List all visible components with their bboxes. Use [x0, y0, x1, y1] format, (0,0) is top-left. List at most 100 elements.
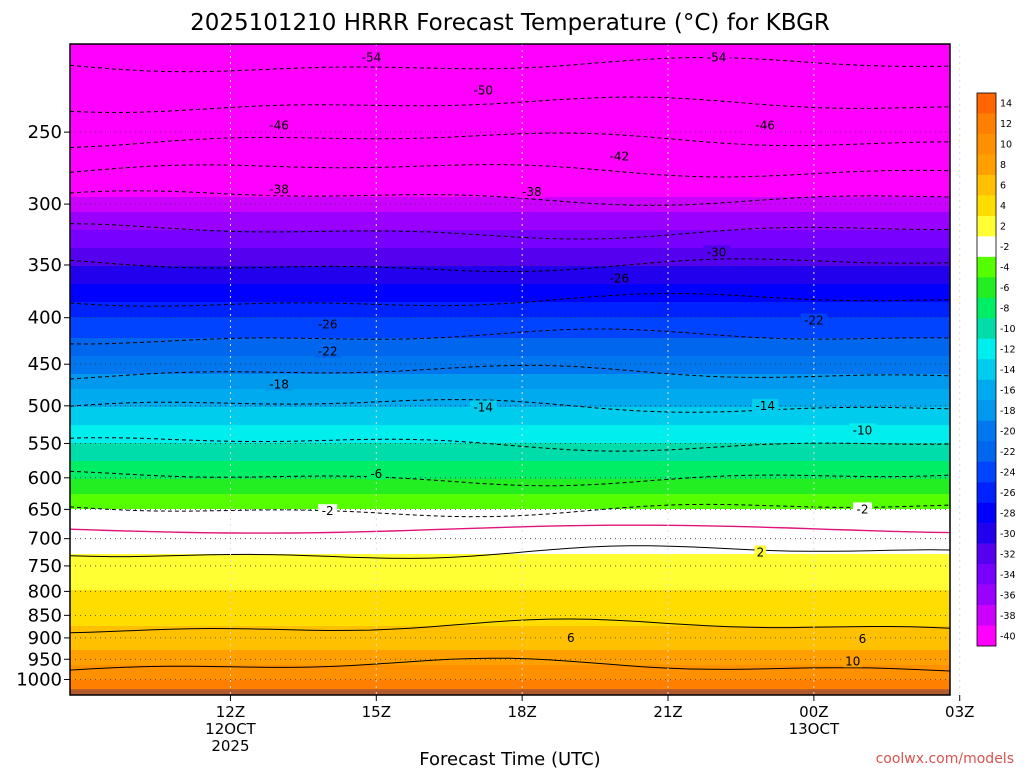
contour-label: -6	[370, 467, 382, 481]
contour-label-bg	[751, 398, 779, 412]
contour-label: -38	[522, 185, 542, 199]
temperature-band	[70, 251, 950, 255]
temperature-band	[70, 425, 950, 429]
y-tick-label: 750	[28, 556, 62, 577]
colorbar-swatch	[977, 441, 996, 462]
colorbar-label: -28	[1000, 508, 1016, 519]
temperature-band	[70, 317, 950, 321]
colorbar-swatch	[977, 277, 996, 299]
y-tick-label: 300	[28, 194, 62, 215]
temperature-band	[70, 530, 950, 534]
temperature-band	[70, 215, 950, 219]
temperature-band	[70, 515, 950, 519]
temperature-band	[70, 266, 950, 270]
colorbar-swatch	[977, 318, 996, 340]
temperature-band	[70, 434, 950, 438]
temperature-band	[70, 74, 950, 78]
colorbar-swatch	[977, 625, 996, 647]
temperature-band	[70, 617, 950, 621]
temperature-band	[70, 356, 950, 360]
temperature-band	[70, 92, 950, 96]
x-tick-label: 15Z	[362, 703, 391, 721]
temperature-band	[70, 182, 950, 186]
y-tick-label: 1000	[16, 670, 62, 691]
temperature-band	[70, 77, 950, 81]
temperature-band	[70, 47, 950, 51]
temperature-band	[70, 416, 950, 420]
colorbar-swatch	[977, 379, 996, 401]
contour-label: -10	[853, 423, 873, 437]
colorbar-label: 4	[1000, 201, 1006, 212]
temperature-band	[70, 176, 950, 180]
temperature-band	[70, 44, 950, 48]
temperature-band	[70, 233, 950, 237]
temperature-band	[70, 272, 950, 276]
contour-label-bg	[358, 50, 385, 64]
colorbar-swatch	[977, 523, 996, 544]
temperature-band	[70, 641, 950, 645]
contour-label: -26	[318, 318, 338, 332]
contour-label-bg	[754, 545, 767, 559]
y-tick-label: 600	[28, 468, 62, 489]
colorbar-label: -32	[1000, 549, 1016, 560]
colorbar-swatch	[977, 113, 996, 135]
temperature-band	[70, 497, 950, 501]
temperature-band	[70, 158, 950, 162]
temperature-band	[70, 128, 950, 132]
temperature-band	[70, 620, 950, 624]
temperature-band	[70, 155, 950, 159]
temperature-band	[70, 659, 950, 663]
x-tick-label: 21Z	[653, 703, 682, 721]
temperature-band	[70, 104, 950, 108]
x-tick-label: 12OCT	[205, 720, 256, 738]
temperature-band	[70, 179, 950, 183]
temperature-band	[70, 386, 950, 390]
colorbar-label: -16	[1000, 385, 1016, 396]
colorbar-label: 12	[1000, 119, 1012, 130]
colorbar-label: -6	[1000, 283, 1009, 294]
temperature-band	[70, 212, 950, 216]
colorbar-swatch	[977, 400, 996, 422]
colorbar-label: 2	[1000, 222, 1006, 233]
temperature-band	[70, 473, 950, 477]
temperature-band	[70, 587, 950, 591]
contour-label: -30	[707, 245, 727, 259]
colorbar-swatch	[977, 215, 996, 237]
temperature-band	[70, 86, 950, 90]
y-tick-label: 250	[28, 122, 62, 143]
temperature-band	[70, 683, 950, 687]
contour-label-bg	[703, 245, 730, 259]
x-tick-label: 00Z	[799, 703, 828, 721]
colorbar: 14 12 10 8 6 4 2 -2 -4 -6 -8 -10 -12 -14 -16 -18 -20 -22 -…	[976, 92, 1016, 647]
contour-label: -54	[707, 51, 727, 65]
temperature-band	[70, 461, 950, 465]
y-tick-label: 450	[28, 354, 62, 375]
temperature-band	[70, 509, 950, 513]
colorbar-label: -24	[1000, 467, 1016, 478]
temperature-band	[70, 422, 950, 426]
temperature-band	[70, 149, 950, 153]
temperature-band	[70, 110, 950, 114]
temperature-band	[70, 566, 950, 570]
temperature-band	[70, 533, 950, 537]
plot-frame	[69, 43, 951, 696]
temperature-band	[70, 536, 950, 540]
contour-label-bg	[470, 83, 497, 97]
temperature-band	[70, 290, 950, 294]
temperature-band	[70, 437, 950, 441]
contour-label: -2	[322, 504, 334, 518]
temperature-band	[70, 338, 950, 342]
temperature-band	[70, 503, 950, 507]
contour-label-bg	[265, 377, 293, 391]
temperature-band	[70, 107, 950, 111]
temperature-band	[70, 80, 950, 84]
temperature-band	[70, 443, 950, 447]
temperature-band	[70, 95, 950, 99]
surface-layer	[70, 689, 950, 695]
x-axis-label: Forecast Time (UTC)	[419, 749, 600, 768]
colorbar-swatch	[977, 584, 996, 606]
temperature-band	[70, 644, 950, 648]
colorbar-label: -18	[1000, 406, 1016, 417]
temperature-band	[70, 341, 950, 345]
